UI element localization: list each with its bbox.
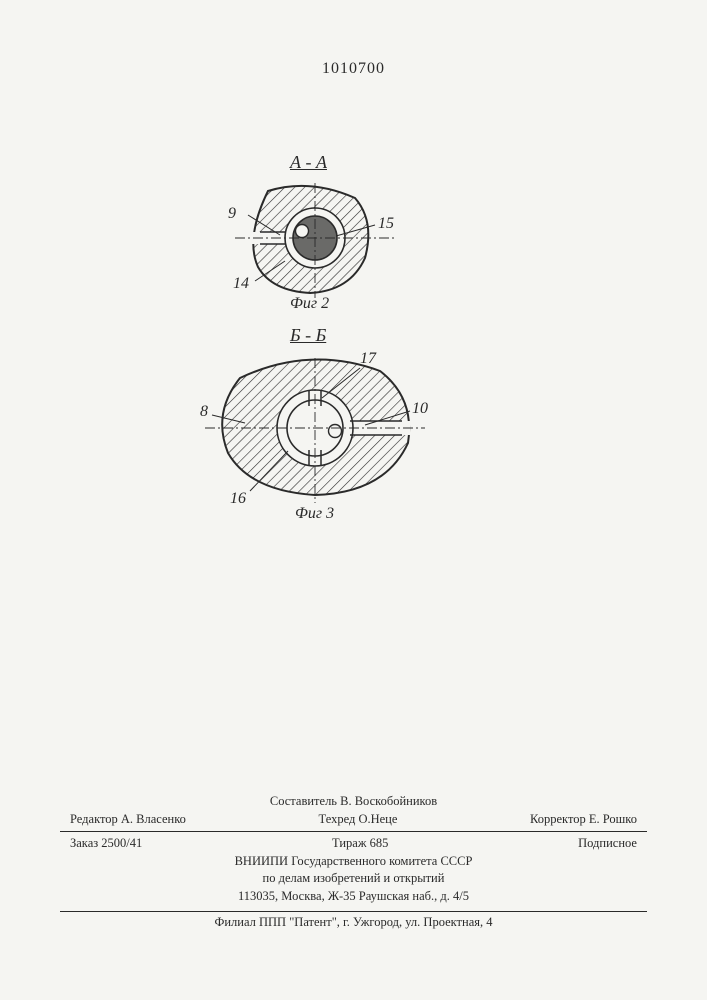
fig3-callout-10: 10 — [412, 400, 428, 418]
footer-addr: 113035, Москва, Ж-35 Раушская наб., д. 4… — [60, 888, 647, 906]
fig2-callout-14: 14 — [233, 275, 249, 293]
fig2-section-title: А - А — [290, 152, 327, 173]
footer-subscr: Подписное — [578, 835, 637, 853]
footer-block: Составитель В. Воскобойников Редактор А.… — [60, 793, 647, 905]
footer-order-row: Заказ 2500/41 Тираж 685 Подписное — [60, 835, 647, 853]
footer-compositor: Составитель В. Воскобойников — [60, 793, 647, 811]
footer-techred: Техред О.Неце — [319, 811, 398, 829]
footer-order: Заказ 2500/41 — [70, 835, 142, 853]
fig2-callout-15: 15 — [378, 215, 394, 233]
footer-tirazh: Тираж 685 — [332, 835, 388, 853]
fig3-svg — [150, 343, 470, 523]
fig3-callout-16: 16 — [230, 490, 246, 508]
footer-corrector: Корректор Е. Рошко — [530, 811, 637, 829]
footer-editor: Редактор А. Власенко — [70, 811, 186, 829]
fig3-callout-8: 8 — [200, 403, 208, 421]
footer-credits-row: Редактор А. Власенко Техред О.Неце Корре… — [60, 811, 647, 829]
page-number: 1010700 — [322, 60, 385, 78]
fig3-caption: Фиг 3 — [295, 505, 334, 523]
footer-printer: Филиал ППП "Патент", г. Ужгород, ул. Про… — [60, 911, 647, 930]
footer-org1: ВНИИПИ Государственного комитета СССР — [60, 853, 647, 871]
fig2-callout-9: 9 — [228, 205, 236, 223]
diagram-area: А - А 9 14 15 Фиг 2 — [160, 155, 460, 525]
footer-org2: по делам изобретений и открытий — [60, 870, 647, 888]
fig2-caption: Фиг 2 — [290, 295, 329, 313]
fig3-callout-17: 17 — [360, 350, 376, 368]
